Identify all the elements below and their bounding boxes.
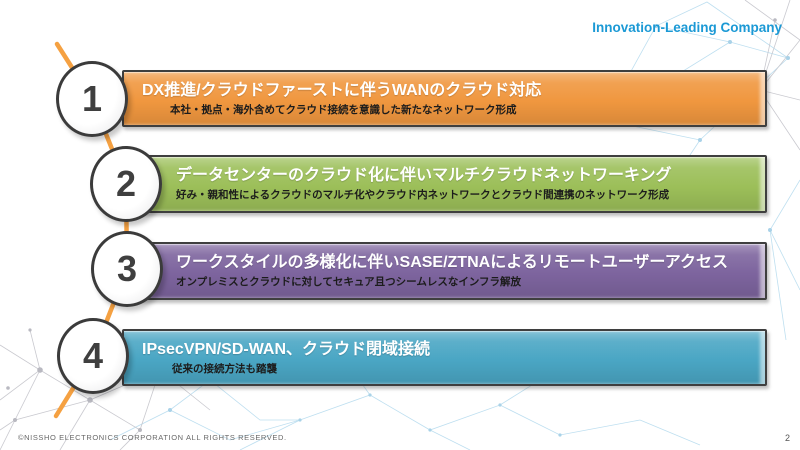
banner-subtitle: オンプレミスとクラウドに対してセキュア且つシームレスなインフラ解放	[176, 276, 522, 288]
banner-subtitle: 本社・拠点・海外含めてクラウド接続を意識した新たなネットワーク形成	[170, 104, 517, 116]
step-circle-3: 3	[91, 231, 163, 307]
banner-title: データセンターのクラウド化に伴いマルチクラウドネットワーキング	[176, 167, 672, 184]
page-number: 2	[784, 433, 790, 443]
company-tagline: Innovation-Leading Company	[592, 20, 782, 35]
step-number: 3	[116, 248, 138, 289]
banner-title: DX推進/クラウドファーストに伴うWANのクラウド対応	[142, 82, 542, 99]
step-number: 4	[82, 335, 104, 376]
step-number: 1	[81, 78, 103, 119]
banner-multicloud: データセンターのクラウド化に伴いマルチクラウドネットワーキング 好み・親和性によ…	[122, 155, 767, 213]
banner-sase-ztna: ワークスタイルの多様化に伴いSASE/ZTNAによるリモートユーザーアクセス オ…	[122, 242, 767, 300]
banner-ipsec-sdwan: IPsecVPN/SD-WAN、クラウド閉域接続 従来の接続方法も踏襲	[122, 329, 767, 386]
banner-title: ワークスタイルの多様化に伴いSASE/ZTNAによるリモートユーザーアクセス	[176, 254, 728, 271]
step-circle-2: 2	[90, 146, 162, 222]
step-circle-4: 4	[57, 318, 129, 394]
copyright-text: ©NISSHO ELECTRONICS CORPORATION ALL RIGH…	[18, 433, 287, 442]
step-circle-1: 1	[56, 61, 128, 137]
banner-subtitle: 従来の接続方法も踏襲	[172, 363, 277, 375]
banner-wan-cloud: DX推進/クラウドファーストに伴うWANのクラウド対応 本社・拠点・海外含めてク…	[122, 70, 767, 127]
step-number: 2	[115, 163, 137, 204]
banner-subtitle: 好み・親和性によるクラウドのマルチ化やクラウド内ネットワークとクラウド間連携のネ…	[176, 189, 670, 201]
banner-title: IPsecVPN/SD-WAN、クラウド閉域接続	[142, 341, 431, 358]
